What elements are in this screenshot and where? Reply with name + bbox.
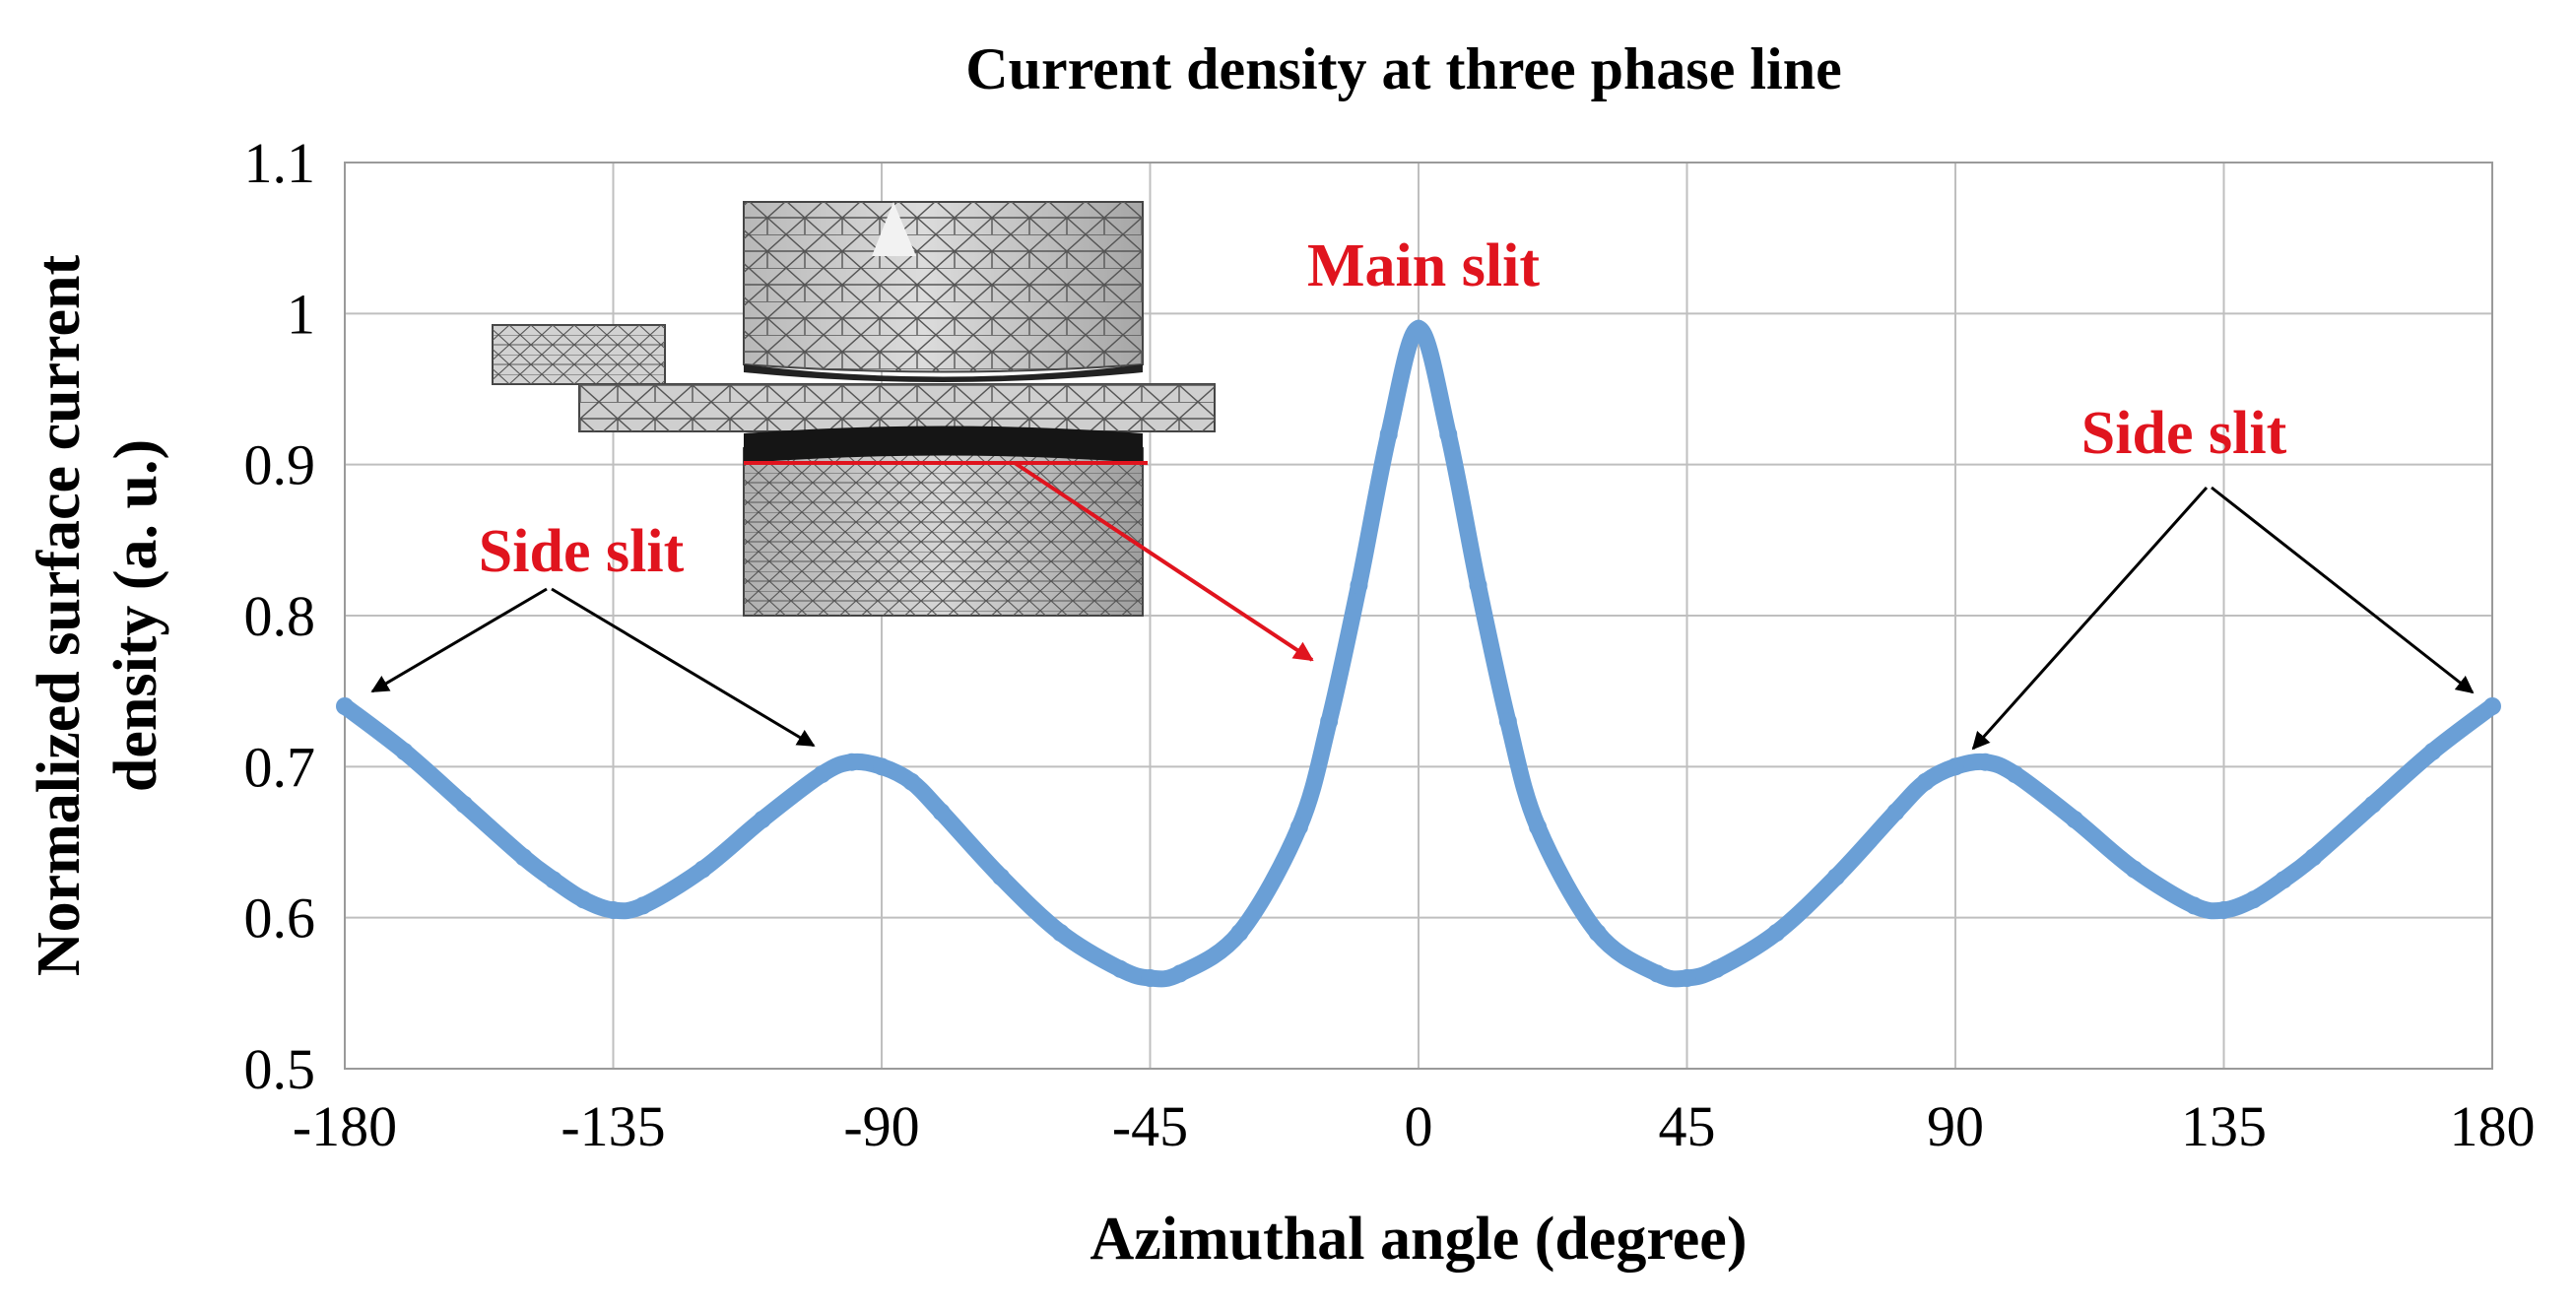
y-axis-title-line-1: Normalized surface current — [26, 255, 93, 977]
data-point — [2185, 896, 2204, 915]
x-tick-label: -90 — [843, 1094, 919, 1158]
side-slit-left-arrow-1 — [370, 587, 548, 693]
annotation-side-slit-left: Side slit — [479, 518, 685, 585]
data-point — [1051, 924, 1070, 942]
x-tick-label: -45 — [1112, 1094, 1188, 1158]
data-point — [2006, 765, 2024, 783]
side-slit-left-arrow-2 — [551, 587, 816, 748]
data-point — [932, 803, 951, 821]
x-axis-title: Azimuthal angle (degree) — [1090, 1206, 1748, 1273]
x-tick-label: -135 — [561, 1094, 665, 1158]
data-point — [1410, 319, 1427, 338]
data-point — [514, 848, 533, 867]
data-point — [1289, 818, 1308, 836]
data-point — [395, 743, 414, 760]
data-point — [842, 753, 861, 771]
data-point — [1141, 969, 1159, 987]
y-tick-label: 0.5 — [244, 1037, 316, 1101]
series-markers — [336, 319, 2501, 987]
data-point — [2304, 848, 2323, 867]
side-slit-right-arrow-2 — [2211, 486, 2475, 694]
data-point — [694, 860, 712, 879]
data-point — [2275, 871, 2293, 889]
data-point — [1826, 868, 1845, 886]
data-point — [1439, 426, 1458, 443]
data-point — [455, 795, 474, 814]
data-point — [336, 697, 354, 715]
data-point — [1886, 803, 1905, 821]
data-point — [2423, 743, 2442, 760]
data-point — [873, 757, 891, 776]
data-point — [1767, 924, 1786, 942]
data-point — [813, 765, 831, 783]
inset-pointer-arrow — [1013, 461, 1314, 662]
annotation-side-slit-right: Side slit — [2081, 400, 2287, 467]
x-tick-label: 90 — [1927, 1094, 1984, 1158]
data-point — [2483, 697, 2501, 715]
data-point — [1350, 576, 1368, 595]
grid-lines — [344, 162, 2493, 1070]
data-point — [633, 896, 652, 915]
y-tick-label: 0.7 — [244, 735, 316, 799]
data-point — [1320, 712, 1339, 731]
data-point — [544, 871, 562, 889]
y-axis-title-line-2: density (a. u.) — [102, 439, 169, 792]
y-tick-labels: 0.5 0.6 0.7 0.8 0.9 1 1.1 — [244, 131, 316, 1101]
data-point — [1529, 818, 1548, 836]
plot-frame — [344, 162, 2493, 1070]
data-point — [1648, 964, 1667, 983]
x-tick-label: 0 — [1405, 1094, 1433, 1158]
data-point — [2214, 901, 2233, 919]
y-tick-label: 1 — [287, 282, 315, 346]
annotation-main-slit: Main slit — [1307, 232, 1540, 299]
data-point — [1976, 753, 1995, 771]
y-tick-label: 1.1 — [244, 131, 316, 195]
data-point — [1111, 959, 1130, 978]
data-point — [2066, 811, 2084, 828]
data-point — [902, 772, 921, 791]
data-point — [2125, 860, 2144, 879]
data-point — [1947, 757, 1964, 776]
data-point — [753, 811, 771, 828]
x-tick-label: 135 — [2181, 1094, 2267, 1158]
side-slit-right-arrow-1 — [1971, 487, 2209, 751]
x-tick-label: -180 — [293, 1094, 397, 1158]
x-tick-label: 180 — [2450, 1094, 2536, 1158]
data-point — [1588, 924, 1607, 942]
data-point — [1916, 772, 1935, 791]
data-point — [1707, 959, 1726, 978]
y-tick-label: 0.8 — [244, 584, 316, 648]
data-point — [1170, 964, 1189, 983]
x-tick-labels: -180 -135 -90 -45 0 45 90 135 180 — [293, 1094, 2536, 1158]
data-point — [992, 868, 1011, 886]
data-point — [574, 890, 593, 909]
data-point — [1230, 924, 1249, 942]
data-point — [1469, 576, 1487, 595]
chart-title: Current density at three phase line — [965, 36, 1841, 101]
data-point — [1379, 426, 1398, 443]
y-axis-title: Normalized surface current density (a. u… — [26, 255, 169, 977]
y-tick-label: 0.6 — [244, 886, 316, 950]
data-point — [2244, 890, 2263, 909]
data-point — [2363, 795, 2382, 814]
data-point — [1498, 712, 1517, 731]
data-point — [1678, 969, 1696, 987]
y-tick-label: 0.9 — [244, 433, 316, 497]
data-point — [604, 901, 623, 919]
x-tick-label: 45 — [1659, 1094, 1716, 1158]
